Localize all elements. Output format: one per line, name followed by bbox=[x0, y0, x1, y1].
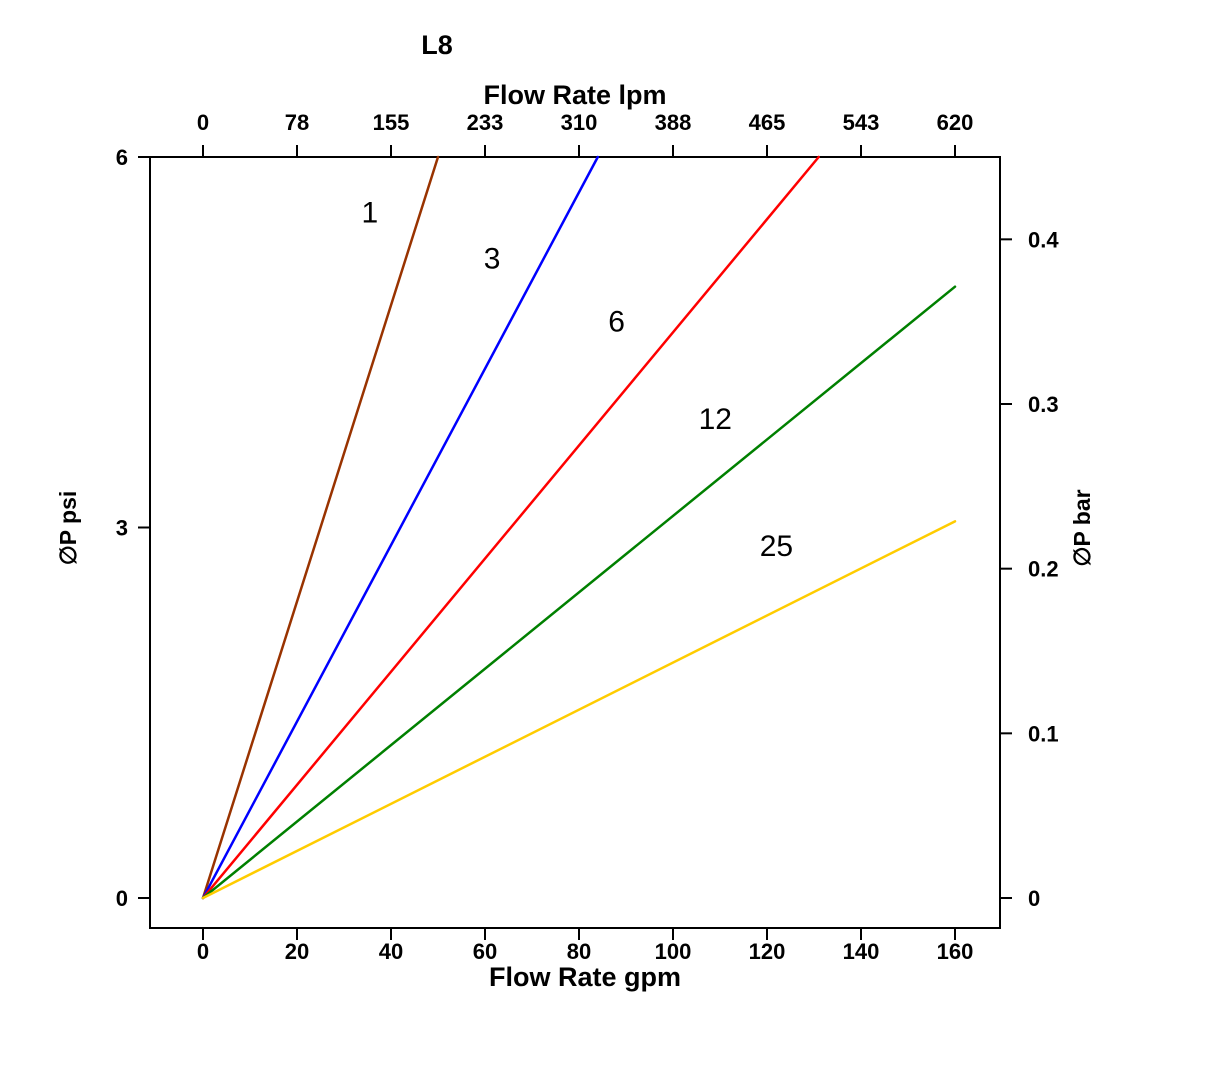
right-tick-label: 0 bbox=[1028, 886, 1040, 911]
top-tick-label: 0 bbox=[197, 110, 209, 135]
plot-frame bbox=[149, 156, 1001, 929]
bottom-axis-title: Flow Rate gpm bbox=[488, 962, 681, 992]
top-tick-label: 388 bbox=[655, 110, 692, 135]
top-tick-label: 620 bbox=[937, 110, 974, 135]
right-tick-label: 0.2 bbox=[1028, 557, 1059, 582]
bottom-tick-label: 120 bbox=[749, 939, 786, 964]
right-tick-label: 0.3 bbox=[1028, 392, 1059, 417]
left-tick-label: 6 bbox=[116, 145, 128, 170]
right-tick-label: 0.4 bbox=[1028, 227, 1059, 252]
bottom-tick-label: 40 bbox=[379, 939, 403, 964]
bottom-tick-label: 0 bbox=[197, 939, 209, 964]
top-tick-label: 465 bbox=[749, 110, 786, 135]
bottom-tick-label: 20 bbox=[285, 939, 309, 964]
bottom-tick-label: 100 bbox=[655, 939, 692, 964]
bottom-tick-label: 80 bbox=[567, 939, 591, 964]
top-tick-label: 155 bbox=[373, 110, 410, 135]
left-tick-label: 3 bbox=[116, 516, 128, 541]
series-label-12: 12 bbox=[699, 403, 732, 436]
series-line-25 bbox=[201, 520, 957, 900]
top-tick-label: 310 bbox=[561, 110, 598, 135]
series-label-6: 6 bbox=[608, 305, 625, 338]
right-axis-title: ∅P bar bbox=[1069, 489, 1095, 567]
series-line-6 bbox=[201, 155, 820, 900]
bottom-tick-label: 160 bbox=[937, 939, 974, 964]
bottom-tick-label: 140 bbox=[843, 939, 880, 964]
series-line-12 bbox=[201, 285, 957, 900]
bottom-tick-label: 60 bbox=[473, 939, 497, 964]
series-label-25: 25 bbox=[760, 530, 793, 563]
top-tick-label: 233 bbox=[467, 110, 504, 135]
series-label-3: 3 bbox=[484, 242, 501, 275]
left-tick-label: 0 bbox=[116, 886, 128, 911]
right-tick-label: 0.1 bbox=[1028, 721, 1059, 746]
series-line-1 bbox=[201, 155, 440, 900]
series-line-3 bbox=[201, 155, 600, 900]
top-tick-label: 543 bbox=[843, 110, 880, 135]
top-axis-title: Flow Rate lpm bbox=[483, 80, 667, 110]
chart-title: L8 bbox=[421, 30, 453, 60]
series-label-1: 1 bbox=[362, 197, 379, 230]
top-tick-label: 78 bbox=[285, 110, 309, 135]
left-axis-title: ∅P psi bbox=[55, 490, 81, 566]
